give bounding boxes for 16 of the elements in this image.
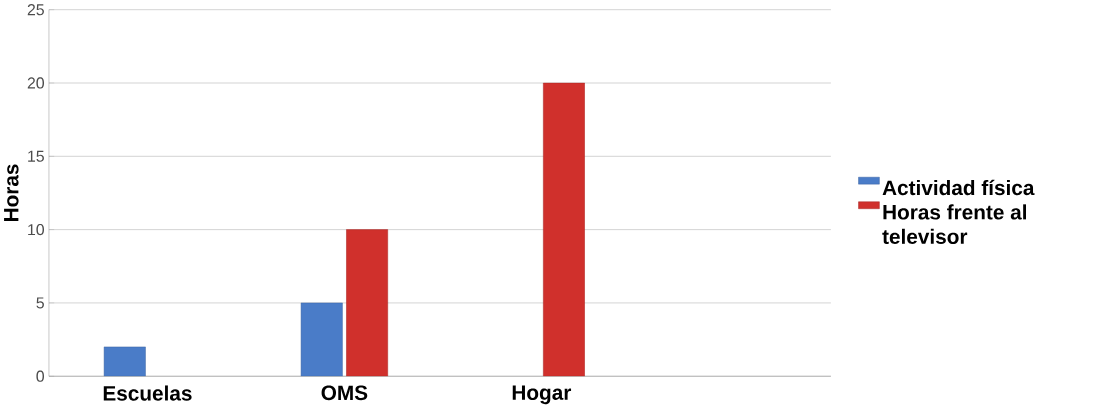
legend-label: Horas frente al televisor — [882, 204, 1026, 244]
x-tick-label: Hogar — [512, 385, 572, 405]
y-tick-label: 25 — [27, 3, 44, 16]
y-tick-label: 15 — [28, 150, 44, 162]
bar — [300, 302, 343, 377]
y-tick-label: 20 — [27, 77, 45, 89]
bar — [346, 229, 388, 377]
y-tick-label: 0 — [36, 370, 45, 382]
bar — [543, 82, 585, 377]
x-tick-label: Escuelas — [103, 385, 192, 401]
y-axis-title: Horas — [4, 164, 19, 221]
y-tick-label: 5 — [36, 297, 44, 309]
x-tick-label: OMS — [321, 385, 368, 401]
bar — [103, 346, 146, 377]
legend-label: Actividad física — [882, 179, 1035, 196]
y-tick-label: 10 — [28, 223, 45, 236]
